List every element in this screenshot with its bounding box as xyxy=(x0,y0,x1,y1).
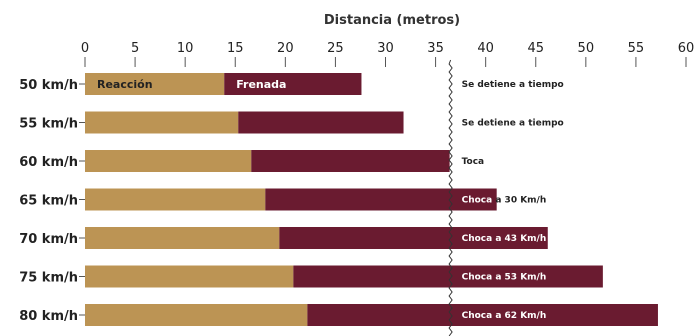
bar-braking xyxy=(293,265,603,288)
x-tick-label: 60 xyxy=(678,41,695,56)
category-label: 75 km/h xyxy=(19,271,78,286)
bar-reaction xyxy=(85,73,225,95)
category-label: 60 km/h xyxy=(19,155,78,170)
category-label: 55 km/h xyxy=(19,117,78,132)
annotation-label: Choca a 62 Km/h xyxy=(462,311,547,321)
annotation-label: Choca a 30 Km/h xyxy=(462,196,547,206)
category-label: 80 km/h xyxy=(19,309,78,324)
x-tick-label: 55 xyxy=(628,41,645,56)
bar-reaction xyxy=(85,111,239,134)
bar-braking xyxy=(265,188,497,211)
annotation-label: Se detiene a tiempo xyxy=(462,119,564,129)
obstacle-line xyxy=(448,59,453,336)
obstacle-line-path xyxy=(448,59,453,336)
annotation-label: Se detiene a tiempo xyxy=(462,80,564,90)
bar-braking xyxy=(307,304,658,326)
x-tick-label: 40 xyxy=(477,41,494,56)
legend-reaccion: Reacción xyxy=(97,78,153,91)
x-tick-label: 50 xyxy=(578,41,595,56)
bar-braking xyxy=(238,111,404,134)
bar-reaction xyxy=(85,188,266,211)
annotation-label: Choca a 53 Km/h xyxy=(462,273,547,283)
bar-reaction xyxy=(85,150,252,172)
annotations: Se detiene a tiempo Se detiene a tiempo To… xyxy=(462,80,564,321)
x-tick-label: 20 xyxy=(277,41,294,56)
x-tick-label: 35 xyxy=(427,41,444,56)
x-tick-label: 0 xyxy=(81,41,89,56)
x-tick-label: 30 xyxy=(377,41,394,56)
y-axis: 50 km/h 55 km/h 60 km/h 65 km/h 70 km/h 75 km… xyxy=(19,78,85,324)
bar-reaction xyxy=(85,304,308,326)
x-tick-label: 15 xyxy=(227,41,244,56)
annotation-label: Choca a 43 Km/h xyxy=(462,234,547,244)
x-tick-label: 5 xyxy=(131,41,139,56)
bar-braking xyxy=(224,73,362,95)
bar-reaction xyxy=(85,227,280,249)
bar-reaction xyxy=(85,265,294,288)
category-label: 70 km/h xyxy=(19,232,78,247)
category-label: 50 km/h xyxy=(19,78,78,93)
annotation-label: Toca xyxy=(462,157,485,167)
x-tick-label: 25 xyxy=(327,41,344,56)
legend-frenada: Frenada xyxy=(236,78,286,91)
x-axis: 0 5 10 15 20 25 30 35 40 45 50 55 60 xyxy=(81,41,694,67)
bar-braking xyxy=(279,227,548,249)
bars: Reacción Frenada xyxy=(85,73,658,326)
x-tick-label: 45 xyxy=(527,41,544,56)
x-tick-label: 10 xyxy=(177,41,194,56)
category-label: 65 km/h xyxy=(19,194,78,209)
x-axis-title: Distancia (metros) xyxy=(324,13,460,28)
bar-braking xyxy=(251,150,450,172)
